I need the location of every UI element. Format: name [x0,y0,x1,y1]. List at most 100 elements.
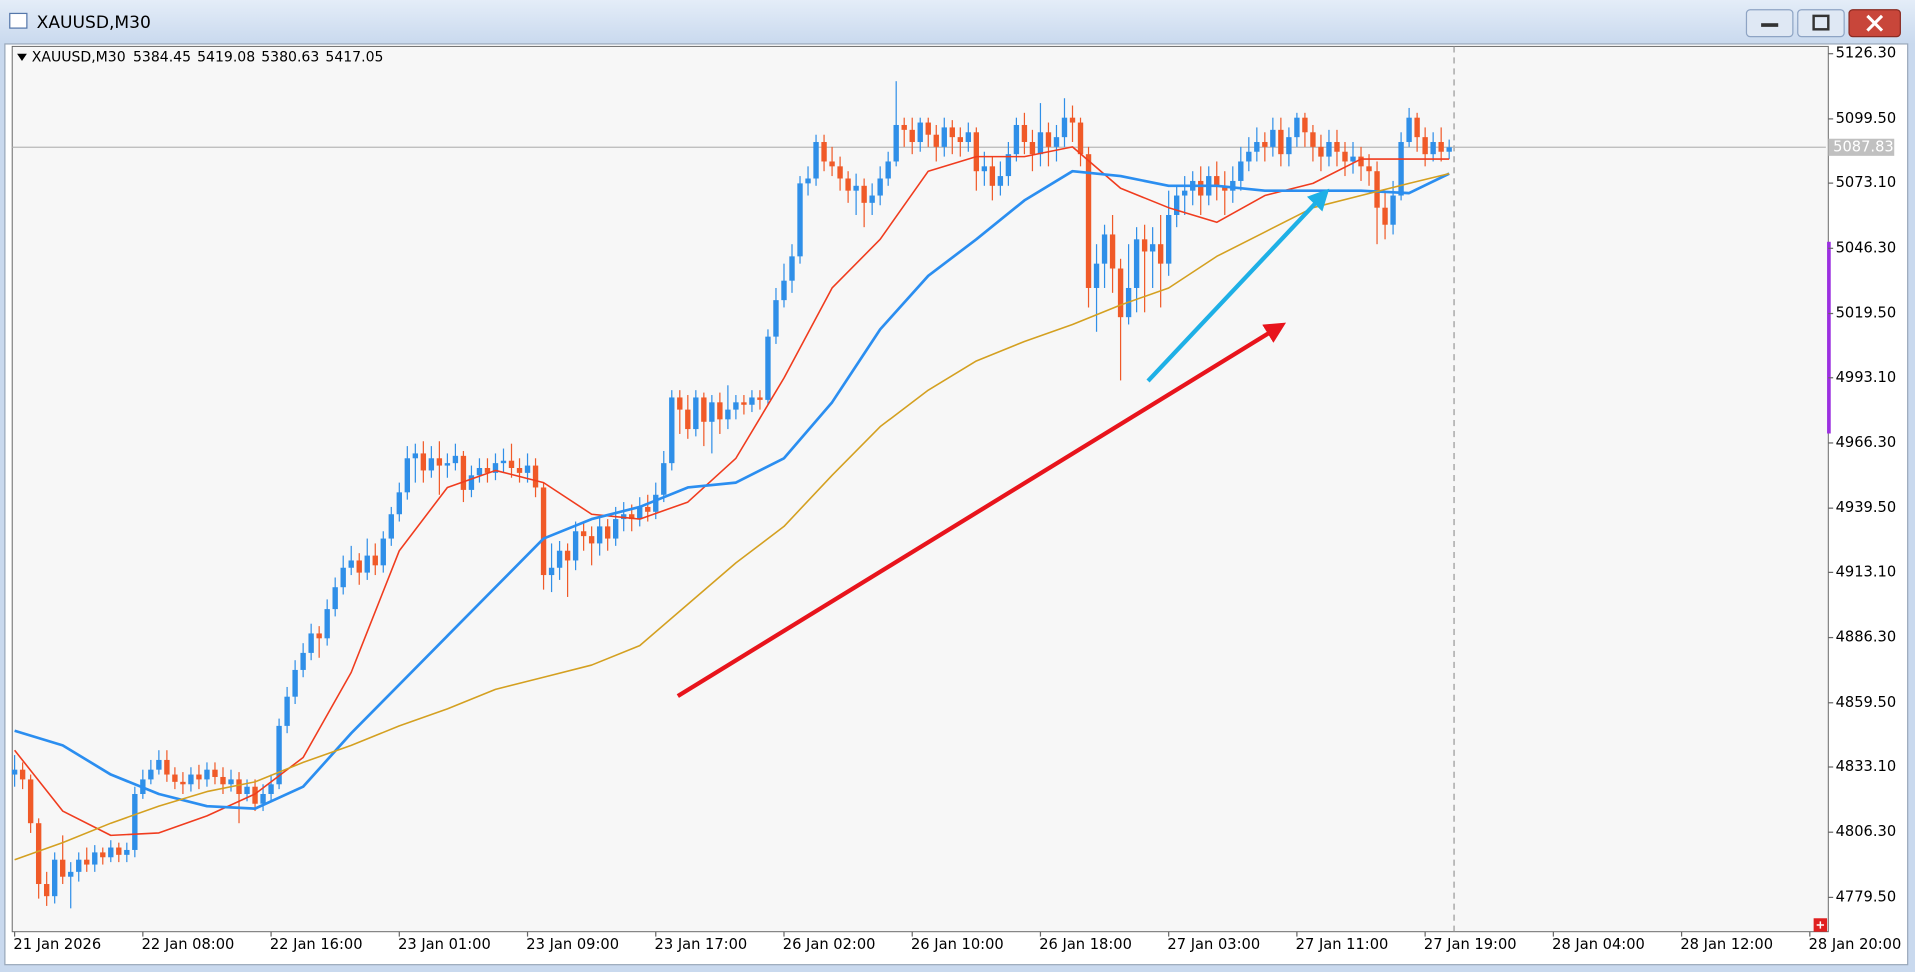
plot [11,46,1826,932]
candle-body [428,458,435,471]
candle-body [596,526,603,544]
candle-body [901,124,907,130]
candle-body [11,769,18,775]
candle-body [556,550,563,568]
candle-body [284,696,290,726]
candle-body [917,122,923,143]
candle-body [500,460,507,464]
plot-area [11,45,1829,933]
candle-body [933,134,939,147]
candle-body [1238,161,1244,181]
candle-body [789,256,795,281]
candle-body [989,166,996,186]
y-tick-label: 5073.10 [1836,174,1897,191]
candle-body [132,794,138,850]
candle-body [572,531,579,561]
candle-body [116,847,122,855]
x-tick-label: 28 Jan 20:00 [1809,936,1902,953]
candle-body [877,178,883,196]
candle-body [925,122,931,135]
candle-body [84,859,90,865]
candle-body [637,506,643,520]
candle-body [973,132,980,172]
y-tick-label: 4886.30 [1836,629,1897,646]
candle-body [949,127,955,138]
window-title: XAUUSD,M30 [37,13,151,33]
y-tick-label: 5099.50 [1836,110,1897,127]
x-tick-label: 27 Jan 11:00 [1296,936,1389,953]
candle-body [837,166,843,179]
candle-body [693,397,699,430]
candle-body [1278,129,1284,155]
candle-body [340,567,346,588]
candle-body [741,402,747,405]
candle-body [1013,124,1020,155]
candle-body [564,550,571,561]
candle-body [580,531,587,537]
candle-body [853,185,859,191]
candle-body [1198,180,1204,196]
candle-body [1141,239,1148,252]
candle-body [68,871,74,877]
candle-body [869,195,875,203]
candle-body [92,852,98,865]
y-tick-label: 4993.10 [1836,369,1897,386]
candle-body [717,402,723,420]
x-tick-label: 26 Jan 02:00 [783,936,876,953]
candle-body [1101,234,1108,264]
chart-header: XAUUSD,M30 5384.45 5419.08 5380.63 5417.05 [32,49,384,65]
candle-body [412,453,419,459]
candle-body [468,475,475,490]
candle-body [124,849,130,855]
candle-body [260,794,266,804]
candle-body [444,463,451,466]
candle-body [773,300,779,337]
candle-body [1021,124,1028,143]
close-icon [1866,14,1884,32]
window-buttons[interactable] [1745,9,1901,38]
candle-body [148,769,154,780]
candle-body [1005,154,1012,177]
candle-body [893,124,899,162]
candle-body [1149,244,1156,252]
legend-triangle [17,53,27,62]
candle-body [725,409,731,420]
candle-body [1318,146,1324,157]
candle-body [1077,122,1084,155]
candle-body [76,859,82,872]
price-label: 5087.83 [1833,138,1894,155]
candle-body [1270,129,1276,147]
x-tick-label: 21 Jan 2026 [13,936,101,953]
candle-body [172,774,178,782]
candle-body [677,397,683,410]
candle-body [1214,176,1220,186]
candle-body [757,397,763,400]
candle-body [1438,142,1444,152]
candle-body [1302,117,1308,133]
x-tick-label: 28 Jan 12:00 [1680,936,1773,953]
trend-arrow-red [676,322,1287,698]
candle-body [1350,156,1356,162]
candle-body [781,280,787,301]
moving-average [14,169,1450,810]
candle-body [1446,147,1452,152]
candle-body [19,769,26,780]
price-label-box [1828,138,1895,156]
candle-body [1045,132,1052,147]
candle-body [372,555,378,566]
restore-button[interactable] [1797,9,1845,38]
candle-body [733,402,739,410]
candle-body [292,669,298,697]
y-tick-label: 5046.30 [1836,239,1897,256]
candle-body [1230,180,1236,191]
candle-body [1406,117,1412,143]
candle-body [436,458,443,466]
candle-body [188,774,194,785]
candle-body [829,161,835,167]
candle-body [1109,234,1116,269]
candle-body [957,137,963,143]
candle-body [653,494,659,512]
candle-body [356,560,362,573]
candle-body [1414,117,1420,138]
